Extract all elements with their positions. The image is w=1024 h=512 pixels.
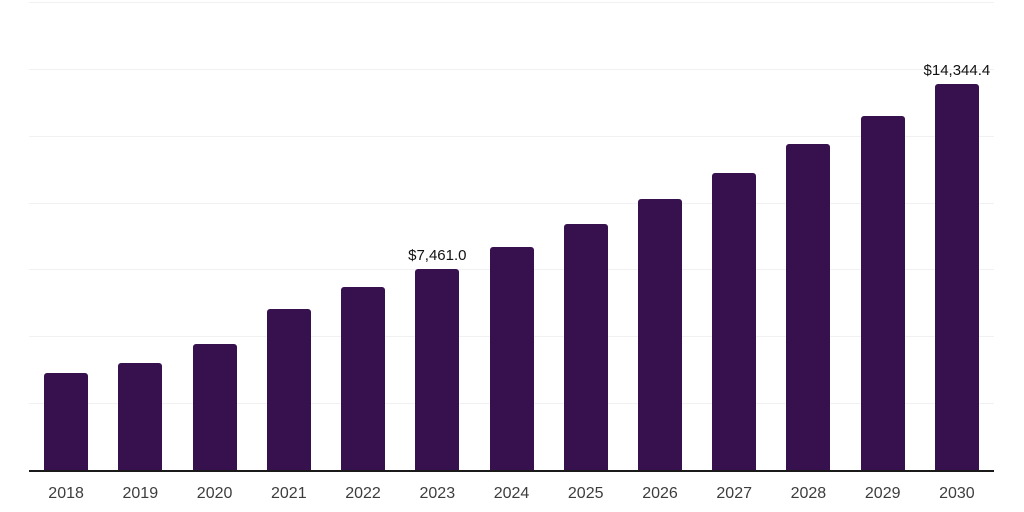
x-tick-2029: 2029 xyxy=(864,485,901,502)
value-label-2023: $7,461.0 xyxy=(408,247,467,265)
bar-2030 xyxy=(934,84,979,470)
gridline xyxy=(29,135,994,137)
bar-2025 xyxy=(563,223,608,470)
bar-2022 xyxy=(341,286,385,470)
x-tick-2026: 2026 xyxy=(642,485,678,502)
x-tick-2023: 2023 xyxy=(419,485,456,502)
bar-2024 xyxy=(489,246,534,470)
gridline xyxy=(29,2,994,3)
value-label-2030: $14,344.4 xyxy=(923,62,991,80)
bar-2026 xyxy=(638,198,682,470)
bar-2029 xyxy=(860,115,905,470)
x-tick-2025: 2025 xyxy=(567,485,604,502)
x-tick-2018: 2018 xyxy=(48,485,84,502)
x-tick-2020: 2020 xyxy=(196,485,233,502)
gridline xyxy=(29,202,994,204)
bar-2021 xyxy=(266,308,311,470)
bar-2028 xyxy=(786,143,831,470)
gridline xyxy=(29,68,994,70)
bar-2023 xyxy=(415,269,460,470)
x-tick-2028: 2028 xyxy=(790,485,827,502)
x-axis-line xyxy=(29,470,994,472)
bar-2027 xyxy=(712,172,757,470)
x-tick-2024: 2024 xyxy=(493,485,530,502)
bar-2019 xyxy=(118,362,163,470)
bar-2018 xyxy=(44,372,89,470)
x-tick-2019: 2019 xyxy=(122,485,159,502)
x-tick-2022: 2022 xyxy=(345,485,381,502)
x-tick-2021: 2021 xyxy=(271,485,307,502)
bar-2020 xyxy=(192,343,237,470)
x-tick-2030: 2030 xyxy=(939,485,975,502)
x-tick-2027: 2027 xyxy=(716,485,752,502)
